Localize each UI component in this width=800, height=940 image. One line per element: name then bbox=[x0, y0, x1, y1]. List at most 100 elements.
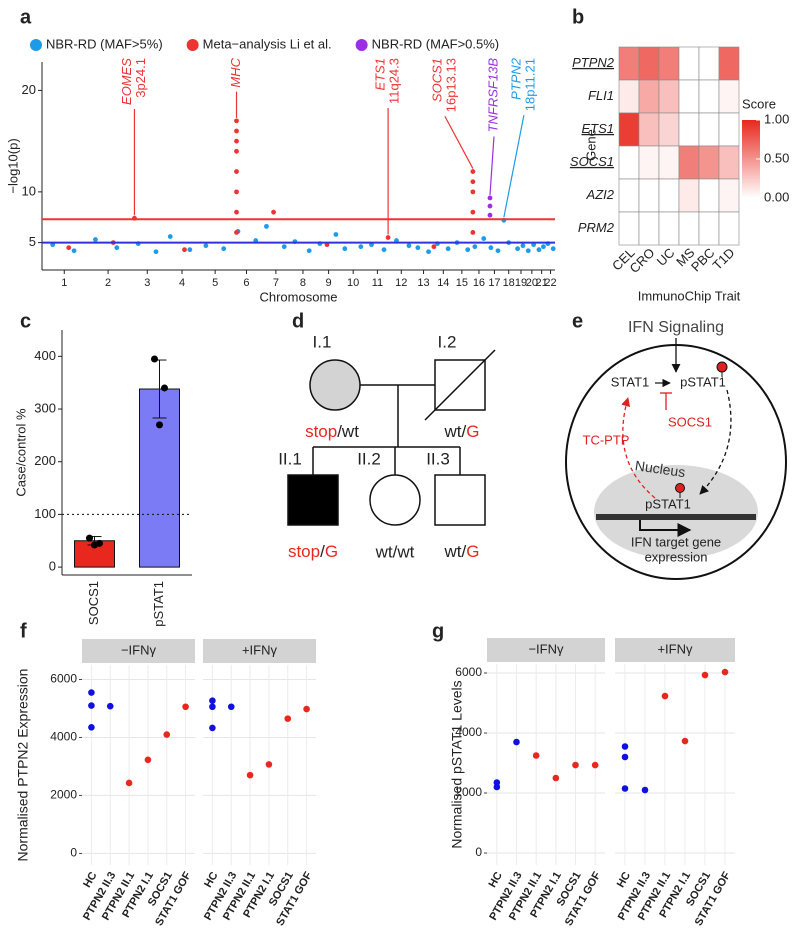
point bbox=[271, 209, 276, 215]
point bbox=[426, 249, 431, 255]
male-affected bbox=[287, 474, 339, 526]
row-label: ETS1 bbox=[581, 121, 614, 136]
point bbox=[641, 786, 649, 794]
point bbox=[234, 189, 239, 195]
point bbox=[381, 247, 387, 253]
pedigree: d I.1 I.2 II.1 II.2 II.3 stop/wt wt/G st… bbox=[278, 310, 496, 561]
point bbox=[153, 249, 159, 255]
genotype-part: / bbox=[320, 542, 325, 561]
point bbox=[234, 138, 239, 144]
strip-header bbox=[487, 638, 605, 662]
female bbox=[369, 474, 421, 526]
panel-label: c bbox=[20, 310, 31, 332]
x-tick-label: 22 bbox=[544, 277, 556, 289]
heatmap-cell bbox=[698, 145, 720, 180]
annotation-connector bbox=[503, 115, 525, 218]
point bbox=[621, 753, 629, 761]
point bbox=[161, 384, 168, 392]
genotype-part: wt/ bbox=[444, 422, 467, 441]
legend-title: Score bbox=[742, 96, 776, 111]
annotation-label: PTPN2 bbox=[508, 57, 523, 100]
heatmap-cell bbox=[718, 79, 740, 114]
heatmap-cell bbox=[618, 79, 640, 114]
y-tick-label: 6000 bbox=[455, 665, 482, 679]
x-tick-label: 12 bbox=[395, 277, 407, 289]
x-tick-label: 19 bbox=[515, 277, 527, 289]
genotype: wt/G bbox=[444, 542, 480, 561]
point bbox=[406, 243, 412, 249]
heatmap-cell bbox=[718, 46, 740, 81]
point bbox=[88, 702, 95, 709]
point bbox=[66, 245, 72, 251]
panel-label: f bbox=[20, 620, 27, 642]
annotation-label: 16p13.13 bbox=[443, 58, 458, 112]
heatmap-cell bbox=[638, 46, 660, 81]
y-tick-label: 20 bbox=[22, 82, 36, 97]
legend-label: Meta−analysis Li et al. bbox=[203, 36, 332, 51]
point bbox=[234, 148, 239, 154]
point bbox=[264, 223, 269, 229]
nucleus-label: Nucleus bbox=[634, 457, 686, 480]
y-tick-label: 4000 bbox=[50, 730, 77, 744]
strip-header bbox=[82, 639, 195, 663]
deceased-line bbox=[424, 349, 496, 421]
x-tick-label: HC bbox=[202, 870, 220, 890]
point bbox=[125, 779, 133, 787]
y-tick-label: 200 bbox=[34, 453, 56, 468]
x-tick-label: 3 bbox=[144, 277, 150, 289]
point bbox=[515, 246, 520, 252]
row-label: PTPN2 bbox=[572, 55, 615, 70]
heatmap-cell bbox=[658, 79, 680, 114]
x-tick-label: 8 bbox=[300, 277, 306, 289]
x-tick-label: 2 bbox=[105, 277, 111, 289]
heatmap-cell bbox=[718, 178, 740, 213]
point bbox=[221, 246, 227, 252]
node-label: IFN target gene bbox=[631, 534, 721, 549]
heatmap-cell bbox=[678, 211, 700, 246]
point bbox=[284, 715, 292, 722]
heatmap-cell bbox=[658, 112, 680, 147]
heatmap-cell bbox=[618, 178, 640, 213]
phospho-dot bbox=[716, 361, 728, 373]
genotype-part: wt/ bbox=[444, 542, 467, 561]
heatmap-cell bbox=[638, 112, 660, 147]
color-tick-label: 0.00 bbox=[764, 189, 789, 204]
x-tick-label: 16 bbox=[473, 277, 485, 289]
point bbox=[227, 703, 235, 711]
point bbox=[550, 246, 556, 252]
point bbox=[661, 692, 669, 700]
point bbox=[487, 212, 493, 218]
x-tick-label: 14 bbox=[437, 277, 449, 289]
heatmap-cell bbox=[718, 112, 740, 147]
male bbox=[434, 474, 486, 526]
heatmap-cell bbox=[658, 145, 680, 180]
y-axis-title: Gene bbox=[583, 129, 598, 161]
x-tick-label: 18 bbox=[503, 277, 515, 289]
x-tick-label: HC bbox=[81, 870, 99, 890]
point bbox=[385, 235, 391, 240]
point bbox=[520, 243, 526, 249]
node-label: pSTAT1 bbox=[680, 374, 726, 389]
y-axis-title: Normalised pSTAT1 Levels bbox=[449, 680, 465, 848]
y-tick-label: 2000 bbox=[455, 785, 482, 799]
genotype-part: stop bbox=[305, 422, 337, 441]
column-label: T1D bbox=[710, 245, 738, 273]
genotype: wt/G bbox=[444, 422, 480, 441]
annotation-label: EOMES bbox=[119, 58, 134, 105]
heatmap-cell bbox=[698, 112, 720, 147]
x-tick-label: 13 bbox=[417, 277, 429, 289]
legend-swatch bbox=[355, 39, 368, 51]
point bbox=[91, 541, 98, 549]
panel-label: b bbox=[572, 6, 584, 28]
facet-label: +IFNγ bbox=[242, 642, 278, 657]
y-tick-label: 5 bbox=[29, 234, 36, 249]
bar bbox=[139, 388, 180, 568]
heatmap-cell bbox=[638, 145, 660, 180]
point bbox=[481, 236, 487, 241]
heatmap-cell bbox=[658, 211, 680, 246]
node-label: STAT1 bbox=[611, 374, 650, 389]
panel-label: d bbox=[292, 310, 304, 332]
point bbox=[265, 761, 273, 768]
annotation-label: TNFRSF13B bbox=[485, 58, 500, 133]
